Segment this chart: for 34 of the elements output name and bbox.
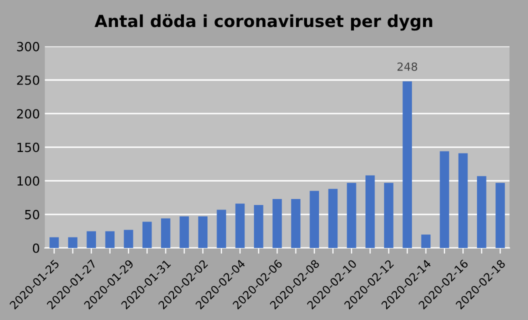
bar: [476, 176, 486, 248]
bar: [216, 210, 226, 248]
bar: [180, 216, 189, 248]
bar: [346, 182, 356, 248]
bar: [496, 182, 505, 248]
bar: [272, 198, 282, 248]
chart-title: Antal döda i coronaviruset per dygn: [94, 14, 432, 31]
bar: [161, 218, 170, 248]
y-tick-label: 0: [32, 243, 40, 253]
bar: [235, 204, 245, 248]
bar: [365, 175, 375, 248]
bar: [384, 182, 394, 248]
y-tick-label: 100: [18, 176, 40, 186]
bar: [402, 81, 412, 248]
bar: [105, 231, 115, 248]
data-label: 248: [398, 62, 418, 71]
bar: [254, 204, 264, 248]
y-tick-label: 200: [17, 109, 40, 119]
bar: [440, 151, 450, 248]
bar: [458, 153, 468, 248]
bar: [328, 188, 338, 248]
bar: [291, 198, 300, 248]
bar: [421, 234, 431, 248]
y-tick-label: 300: [17, 42, 40, 52]
bar: [198, 216, 208, 248]
y-tick-label: 150: [18, 142, 40, 152]
y-tick-label: 50: [25, 210, 40, 220]
bar: [68, 237, 78, 248]
bar: [310, 190, 320, 248]
bar: [50, 237, 59, 248]
bar: [86, 231, 96, 248]
y-tick-label: 250: [17, 75, 40, 85]
bar: [142, 222, 152, 248]
bar: [124, 230, 134, 248]
